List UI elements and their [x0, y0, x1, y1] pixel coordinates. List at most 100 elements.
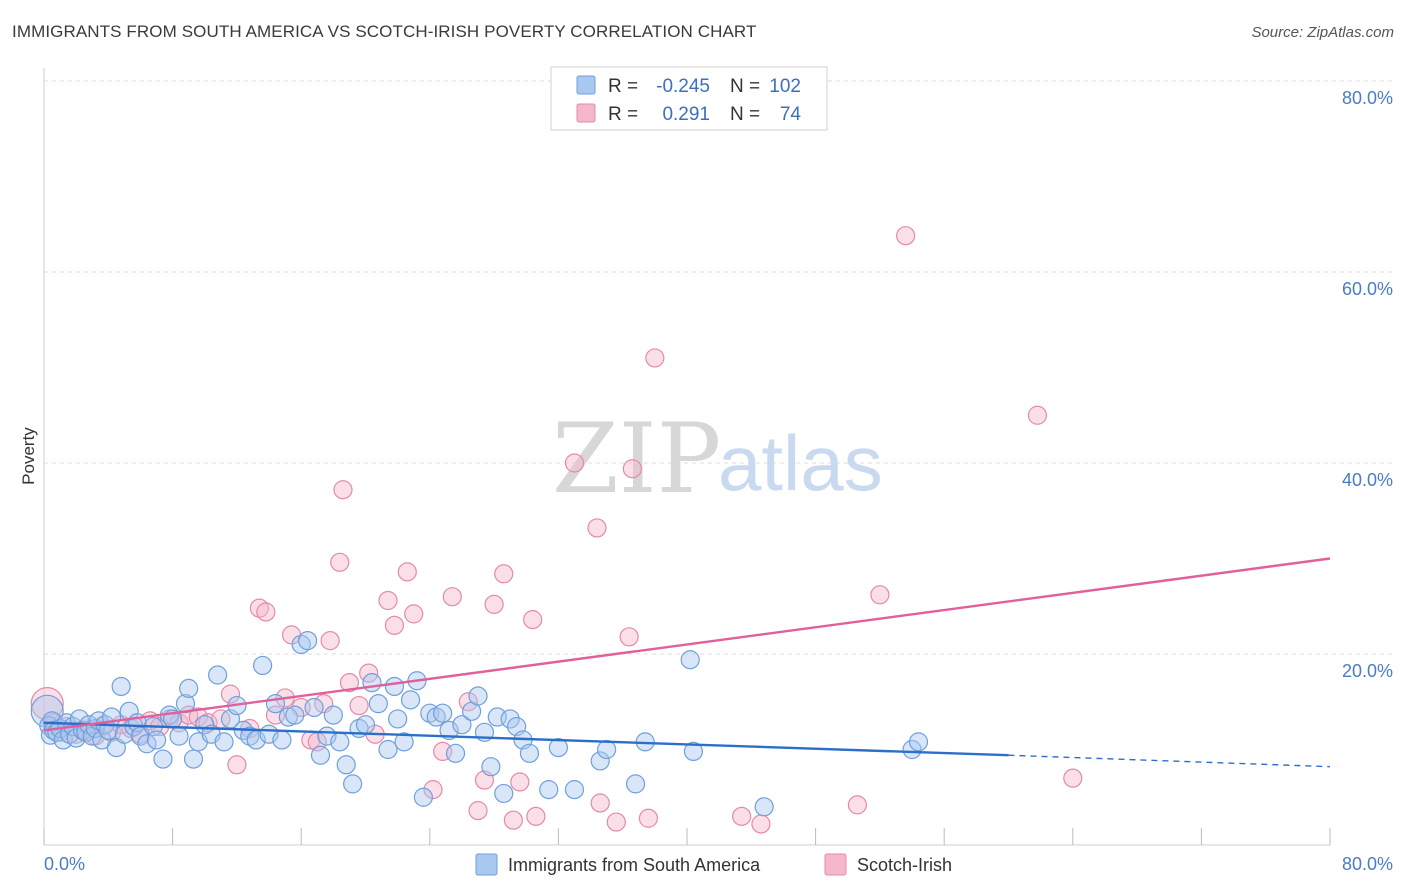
scotch-irish-trend-line	[43, 557, 1331, 732]
south-america-point	[590, 751, 610, 771]
scotch-irish-point	[606, 812, 626, 832]
bottom-legend-label-pink: Scotch-Irish	[857, 855, 952, 875]
south-america-point	[445, 743, 466, 763]
south-america-point	[119, 701, 139, 721]
south-america-point	[362, 673, 382, 693]
south-america-point	[378, 739, 398, 760]
legend-r-label-blue: R =	[608, 76, 638, 97]
scotch-irish-point	[468, 801, 488, 821]
scotch-irish-point	[896, 226, 916, 246]
south-america-trend-extension	[1008, 754, 1331, 768]
south-america-point	[253, 655, 273, 676]
legend-n-value-blue: 102	[769, 76, 801, 97]
south-america-point	[388, 709, 408, 729]
scotch-irish-point	[590, 793, 610, 813]
y-tick-label-20: 20.0%	[1342, 661, 1393, 681]
scotch-irish-point	[870, 585, 890, 605]
watermark: ZIP atlas	[552, 403, 883, 515]
scotch-irish-point	[333, 480, 353, 500]
south-america-point	[519, 743, 540, 763]
scotch-irish-point	[330, 552, 350, 572]
south-america-point	[902, 739, 922, 760]
scotch-irish-point	[1063, 768, 1083, 788]
south-america-point	[539, 780, 559, 800]
scotch-irish-point	[404, 604, 424, 624]
south-america-point	[597, 739, 617, 760]
scotch-irish-point	[523, 610, 543, 630]
south-america-trend-line	[43, 721, 1009, 757]
bottom-legend-swatch-pink	[824, 853, 847, 876]
legend-r-value-pink: 0.291	[662, 104, 710, 125]
bottom-legend-swatch-blue	[475, 853, 498, 876]
chart-title: IMMIGRANTS FROM SOUTH AMERICA VS SCOTCH-…	[12, 22, 757, 41]
x-tick-label-min: 0.0%	[44, 854, 85, 874]
scotch-irish-point	[30, 687, 64, 721]
scotch-irish-point	[349, 695, 369, 716]
south-america-point	[323, 705, 343, 725]
south-america-point	[153, 749, 173, 769]
axes	[43, 68, 1331, 846]
correlation-legend: R = -0.245 N = 102 R = 0.291 N = 74	[550, 66, 828, 131]
south-america-point	[304, 697, 324, 718]
south-america-point	[66, 728, 86, 748]
y-tick-label-60: 60.0%	[1342, 279, 1393, 299]
south-america-point	[214, 732, 234, 752]
scotch-irish-point	[510, 772, 530, 792]
scotch-irish-point	[638, 808, 659, 828]
scotch-irish-point	[484, 594, 504, 614]
scotch-irish-point	[503, 810, 523, 830]
south-america-point	[625, 774, 646, 794]
scotch-irish-point	[751, 814, 771, 834]
scotch-irish-point	[188, 707, 208, 727]
legend-r-value-blue: -0.245	[656, 76, 710, 97]
scotch-irish-point	[564, 453, 585, 473]
scotch-irish-point	[847, 795, 867, 815]
south-america-point	[183, 749, 204, 769]
south-america-point	[368, 694, 388, 714]
south-america-point	[310, 745, 331, 765]
south-america-point	[272, 730, 292, 750]
south-america-point	[494, 783, 514, 804]
south-america-point	[754, 797, 774, 817]
watermark-atlas: atlas	[718, 419, 883, 507]
south-america-point	[169, 726, 189, 746]
scotch-irish-point	[619, 627, 639, 647]
source-credit: Source: ZipAtlas.com	[1251, 24, 1394, 41]
south-america-point	[343, 774, 363, 794]
scotch-irish-point	[1027, 405, 1048, 425]
south-america-point	[548, 737, 569, 758]
south-america-point	[111, 676, 131, 697]
y-axis-title: Poverty	[19, 427, 38, 485]
south-america-point	[400, 690, 421, 710]
scotch-irish-point	[397, 562, 417, 582]
series-legend: Immigrants from South America Scotch-Iri…	[475, 853, 952, 876]
scotch-irish-point	[227, 755, 247, 775]
south-america-point	[146, 730, 167, 750]
legend-n-value-pink: 74	[780, 104, 802, 125]
south-america-point	[298, 631, 318, 651]
scotch-irish-point	[423, 780, 443, 800]
south-america-point	[330, 732, 350, 752]
legend-n-label-pink: N =	[730, 104, 760, 125]
trend-lines	[43, 557, 1331, 768]
scotch-irish-point	[220, 684, 241, 704]
south-america-point	[137, 734, 157, 754]
y-tick-labels: 20.0% 40.0% 60.0% 80.0%	[1342, 88, 1393, 681]
scotch-irish-point	[384, 615, 405, 635]
south-america-point	[179, 678, 199, 698]
scotch-irish-point	[378, 590, 398, 611]
x-tick-label-max: 80.0%	[1342, 854, 1393, 874]
south-america-point	[433, 703, 453, 723]
south-america-point	[413, 787, 433, 807]
south-america-point	[683, 741, 704, 762]
scotch-irish-point	[622, 459, 642, 479]
south-america-point	[384, 676, 405, 697]
scotch-irish-point	[645, 348, 665, 368]
scotch-irish-point	[320, 631, 340, 651]
south-america-point	[500, 709, 520, 729]
legend-box	[550, 66, 828, 131]
south-america-point	[355, 715, 376, 735]
south-america-point	[680, 650, 700, 670]
scotch-irish-point	[494, 564, 514, 584]
scotch-irish-point	[442, 587, 462, 607]
